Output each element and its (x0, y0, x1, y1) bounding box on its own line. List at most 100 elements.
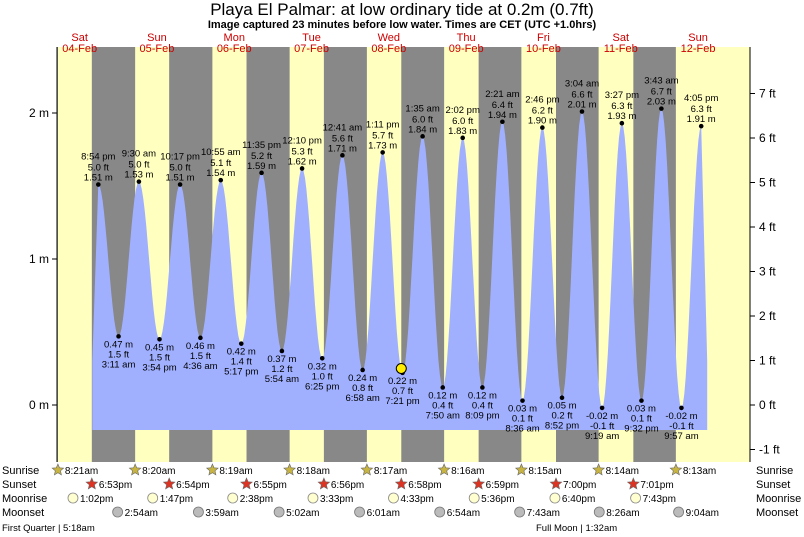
tide-m-label: 1.59 m (247, 161, 276, 172)
tide-ft-label: 6.0 ft (412, 114, 433, 125)
tide-point (238, 341, 244, 346)
tide-time-label: 1:35 am (405, 103, 439, 114)
tide-m-label: -0.02 m (665, 411, 697, 422)
sunrise-icon (437, 463, 451, 476)
moonset-label-left: Moonset (2, 507, 44, 519)
day-name: Sun (688, 32, 708, 44)
moonrise-label-right: Moonrise (756, 493, 801, 505)
tide-ft-label: -0.1 ft (590, 421, 615, 432)
right-tick-label: 1 ft (759, 353, 776, 367)
moonrise-icon (67, 492, 79, 504)
sunrise-time: 8:17am (374, 466, 407, 477)
moonset-time: 9:04am (686, 508, 719, 519)
tide-m-label: 1.83 m (448, 126, 477, 137)
sunset-icon (472, 477, 486, 490)
current-time-marker (395, 363, 407, 374)
tide-point (198, 335, 203, 341)
sunset-icon (626, 477, 640, 490)
sunrise-time: 8:19am (219, 466, 252, 477)
tide-point (639, 398, 644, 403)
moonset-time: 8:26am (606, 508, 639, 519)
tide-point (136, 179, 142, 184)
tide-time-label: 3:04 am (565, 79, 599, 90)
moonrise-icon (388, 492, 399, 504)
tide-ft-label: 1.0 ft (312, 371, 333, 382)
tide-ft-label: 1.5 ft (108, 349, 129, 360)
tide-ft-label: 1.4 ft (231, 357, 252, 368)
tide-ft-label: 0.1 ft (631, 414, 652, 425)
tide-time-label: 9:32 pm (624, 424, 658, 435)
tide-time-label: 9:19 am (585, 431, 619, 442)
right-tick-label: 3 ft (759, 264, 776, 278)
sunset-time: 6:53pm (99, 480, 132, 491)
tide-curve (92, 108, 708, 430)
moonrise-time: 5:36pm (481, 494, 514, 505)
moonrise-time: 1:47pm (160, 494, 193, 505)
tide-m-label: 0.32 m (308, 361, 337, 372)
sunrise-icon (592, 463, 606, 476)
sunrise-icon (360, 463, 374, 476)
day-headers: Sat04-FebSun05-FebMon06-FebTue07-FebWed0… (62, 32, 715, 55)
tide-time-label: 2:46 pm (525, 95, 559, 106)
right-tick-label: 6 ft (759, 131, 776, 145)
tide-point (340, 153, 345, 158)
moonrise-icon (468, 492, 480, 504)
moonrise-time: 6:40pm (562, 494, 595, 505)
tide-m-label: 1.53 m (124, 170, 153, 181)
tide-time-label: 5:54 am (265, 374, 299, 385)
moonset-icon (112, 506, 124, 518)
day-name: Thu (457, 32, 476, 44)
tide-ft-label: 5.1 ft (210, 158, 231, 169)
tide-m-label: 0.12 m (468, 390, 497, 401)
tide-time-label: 2:02 pm (446, 105, 480, 116)
day-name: Mon (224, 32, 245, 44)
right-tick-label: 2 ft (759, 309, 776, 323)
sunset-icon (549, 477, 563, 490)
tide-ft-label: 0.7 ft (392, 386, 413, 397)
tide-m-label: 1.62 m (288, 156, 317, 167)
tide-ft-label: 0.1 ft (512, 414, 533, 425)
right-tick-label: 5 ft (759, 175, 776, 189)
tide-point (579, 109, 585, 114)
daylight-band (57, 47, 92, 462)
tide-time-label: 12:41 am (323, 122, 363, 133)
tide-m-label: 1.90 m (528, 116, 557, 127)
sunset-icon (317, 477, 331, 490)
moonset-icon (434, 506, 446, 518)
right-tick-label: 7 ft (759, 86, 776, 100)
tide-m-label: 0.24 m (348, 373, 377, 384)
tide-m-label: 0.03 m (627, 404, 656, 415)
tide-m-label: 0.47 m (104, 339, 133, 350)
tide-time-label: 6:58 am (345, 393, 379, 404)
left-tick-label: 1 m (29, 252, 49, 266)
day-date: 05-Feb (140, 43, 175, 55)
sunset-time: 6:54pm (176, 480, 209, 491)
moonrise-icon (307, 492, 319, 504)
moonset-icon (593, 506, 605, 518)
tide-ft-label: 1.2 ft (271, 364, 292, 375)
tide-point (599, 405, 605, 411)
moonset-label-right: Moonset (756, 507, 798, 519)
tide-time-label: 7:21 pm (385, 396, 419, 407)
sunrise-time: 8:20am (142, 466, 175, 477)
moonrise-time: 4:33pm (401, 494, 434, 505)
sunset-time: 6:59pm (486, 480, 519, 491)
tide-m-label: 1.91 m (687, 114, 716, 125)
tide-ft-label: 6.7 ft (651, 87, 672, 98)
sunset-icon (85, 477, 99, 490)
sunrise-time: 8:14am (606, 466, 639, 477)
left-tick-label: 2 m (29, 106, 49, 120)
moonset-icon (514, 506, 526, 518)
moon-phase-label: First Quarter | 5:18am (2, 523, 95, 534)
left-tick-label: 0 m (29, 398, 49, 412)
tide-m-label: 0.42 m (227, 347, 256, 358)
sunrise-time: 8:13am (683, 466, 716, 477)
moonset-icon (354, 506, 365, 518)
sunset-time: 7:01pm (640, 480, 673, 491)
tide-ft-label: 1.5 ft (190, 351, 211, 362)
sunset-time: 6:55pm (254, 480, 287, 491)
tide-point (698, 123, 704, 129)
tide-m-label: 1.73 m (368, 140, 397, 151)
sunrise-icon (205, 463, 219, 476)
tide-m-label: -0.02 m (586, 411, 618, 422)
